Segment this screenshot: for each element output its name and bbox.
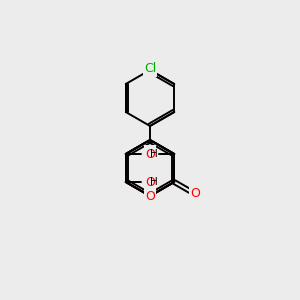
Text: O: O <box>145 190 155 202</box>
Text: O: O <box>190 188 200 200</box>
Text: O: O <box>146 148 155 160</box>
Text: H: H <box>151 177 158 187</box>
Text: H: H <box>144 149 152 159</box>
Text: H: H <box>151 149 158 159</box>
Text: O: O <box>146 176 155 188</box>
Text: O: O <box>145 146 154 160</box>
Text: Cl: Cl <box>144 62 156 76</box>
